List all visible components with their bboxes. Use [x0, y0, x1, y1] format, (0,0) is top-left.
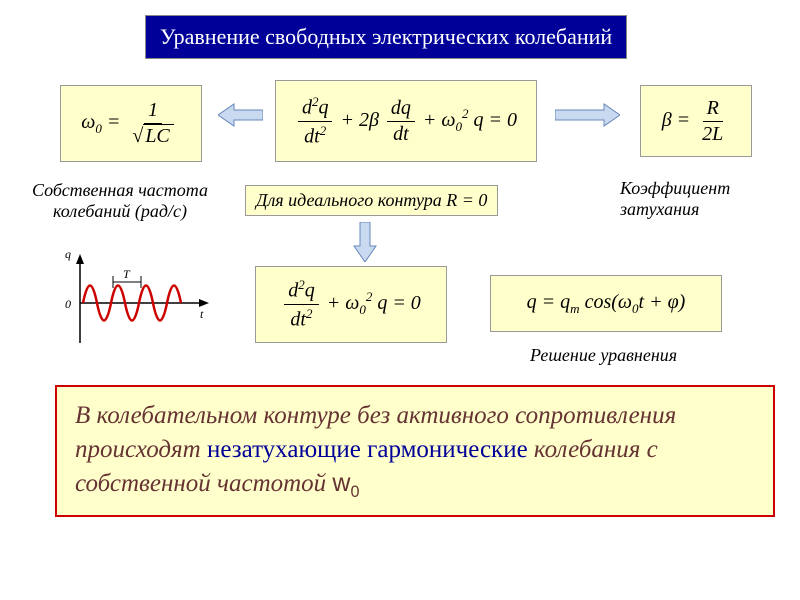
formula-solution: q = qm cos(ω0t + φ) [490, 275, 722, 332]
title-text: Уравнение свободных электрических колеба… [160, 24, 612, 49]
formula-omega0: ω0 = 1√LC [60, 85, 202, 162]
arrow-left-icon [218, 100, 263, 130]
conclusion-box: В колебательном контуре без активного со… [55, 385, 775, 517]
chart-T-label: T [123, 267, 131, 281]
formula-ideal-eq: d2qdt2 + ω02 q = 0 [255, 266, 447, 343]
chart-q-label: q [65, 248, 71, 261]
arrow-down-icon [350, 222, 380, 262]
label-damping: Коэффициентзатухания [620, 178, 730, 220]
formula-main-eq: d2qdt2 + 2β dqdt + ω02 q = 0 [275, 80, 537, 162]
arrow-right-icon [555, 100, 620, 130]
label-natural-freq: Собственная частотаколебаний (рад/с) [10, 180, 230, 222]
page-title: Уравнение свободных электрических колеба… [145, 15, 627, 59]
label-solution: Решение уравнения [530, 345, 677, 366]
chart-zero-label: 0 [65, 297, 71, 311]
chart-t-label: t [200, 307, 204, 321]
text-ideal-contour: Для идеального контура R = 0 [245, 185, 498, 216]
oscillation-chart: T q 0 t [55, 248, 215, 358]
formula-beta: β = R2L [640, 85, 752, 157]
